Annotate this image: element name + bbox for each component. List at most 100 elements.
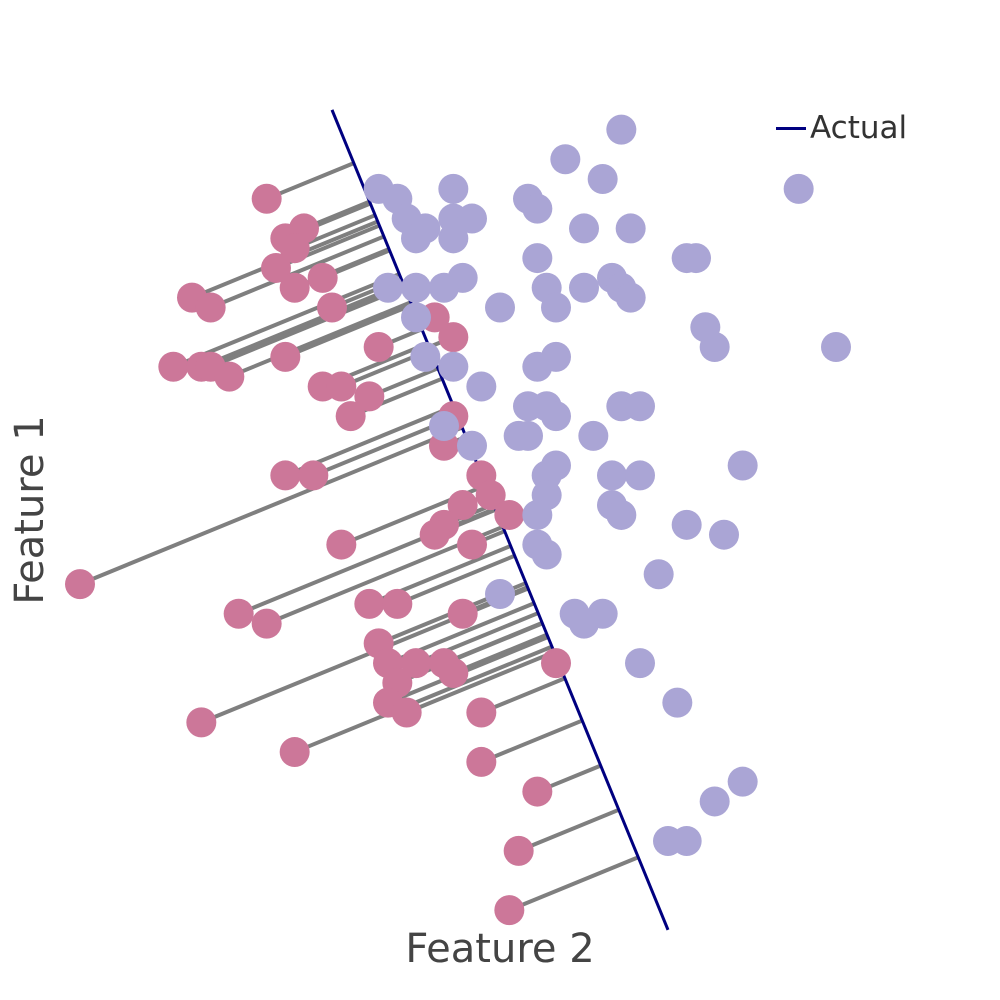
class-b-point: [587, 164, 618, 195]
residual-line: [209, 234, 385, 310]
class-b-point: [625, 391, 655, 422]
x-axis-title: Feature 2: [405, 926, 595, 972]
class-a-point: [195, 292, 226, 323]
class-a-point: [223, 598, 254, 629]
class-b-point: [429, 272, 459, 303]
residual-line: [387, 635, 549, 705]
class-b-point: [485, 292, 515, 323]
residual-line: [293, 644, 553, 754]
class-b-point: [569, 272, 599, 303]
class-b-point: [438, 351, 469, 382]
class-b-point: [541, 292, 571, 323]
residual-line: [284, 303, 413, 359]
class-b-point: [625, 460, 655, 491]
residual-line: [396, 553, 516, 606]
class-a-point: [494, 895, 525, 926]
class-b-point: [671, 825, 702, 856]
class-a-point: [541, 648, 571, 679]
class-b-point: [401, 272, 431, 303]
residual-line: [79, 425, 463, 586]
class-a-point: [438, 658, 469, 689]
class-a-point: [466, 697, 497, 728]
class-a-point: [214, 361, 245, 392]
class-b-point: [541, 341, 571, 372]
class-b-points: [363, 114, 851, 856]
legend: Actual: [776, 110, 907, 146]
residual-line: [200, 282, 405, 369]
residual-line: [228, 300, 412, 379]
class-a-point: [382, 588, 413, 619]
class-a-point: [326, 371, 357, 402]
class-b-point: [709, 519, 739, 550]
class-b-point: [681, 243, 711, 274]
class-a-point: [279, 737, 310, 768]
class-b-point: [727, 450, 758, 481]
class-b-point: [457, 203, 487, 234]
residual-line: [517, 807, 620, 853]
class-a-point: [494, 499, 525, 530]
class-b-point: [373, 272, 403, 303]
class-b-point: [625, 648, 655, 679]
class-b-point: [466, 371, 497, 402]
class-a-point: [354, 588, 385, 619]
class-a-point: [270, 460, 301, 491]
class-b-point: [699, 786, 730, 817]
class-b-point: [699, 331, 730, 362]
residual-line: [405, 650, 555, 715]
class-b-point: [662, 687, 693, 718]
residual-line: [172, 272, 401, 369]
class-b-point: [821, 331, 851, 362]
class-b-point: [513, 420, 543, 451]
class-a-point: [354, 381, 385, 412]
class-b-point: [615, 282, 646, 313]
class-a-point: [438, 322, 469, 353]
class-b-point: [727, 766, 758, 797]
residual-line: [480, 718, 583, 764]
class-a-point: [419, 519, 450, 550]
class-a-point: [335, 401, 366, 432]
class-a-point: [279, 272, 310, 303]
class-a-point: [363, 331, 394, 362]
class-b-point: [569, 213, 599, 244]
residual-line: [480, 676, 566, 715]
class-b-point: [643, 559, 674, 590]
residual-line: [452, 632, 548, 675]
class-a-point: [270, 341, 301, 372]
class-b-point: [485, 578, 515, 609]
class-a-point: [503, 835, 534, 866]
class-a-point: [391, 697, 422, 728]
class-b-point: [550, 144, 581, 175]
class-a-point: [298, 460, 329, 491]
class-a-point: [279, 233, 310, 264]
class-b-point: [522, 243, 553, 274]
class-a-point: [326, 529, 357, 560]
class-a-point: [522, 776, 553, 807]
class-a-point: [447, 490, 478, 521]
class-b-point: [671, 509, 702, 540]
residual-line: [265, 161, 355, 201]
class-a-point: [251, 183, 282, 214]
y-axis-title: Feature 1: [7, 415, 53, 605]
residual-line: [209, 285, 406, 369]
class-a-point: [158, 351, 189, 382]
class-b-point: [783, 173, 814, 204]
class-b-point: [522, 499, 553, 530]
class-a-point: [457, 529, 487, 560]
class-b-point: [541, 401, 571, 432]
class-a-point: [401, 648, 431, 679]
class-a-point: [261, 252, 291, 283]
class-b-point: [597, 460, 627, 491]
class-b-point: [531, 539, 562, 570]
class-b-point: [578, 420, 609, 451]
class-b-point: [438, 173, 469, 204]
class-b-point: [438, 223, 469, 254]
class-a-point: [251, 608, 282, 639]
class-b-point: [429, 411, 459, 442]
class-a-point: [65, 569, 95, 600]
class-b-point: [606, 114, 637, 145]
class-b-point: [410, 341, 441, 372]
class-b-point: [587, 598, 618, 629]
class-b-point: [401, 223, 431, 254]
class-a-point: [466, 746, 497, 777]
